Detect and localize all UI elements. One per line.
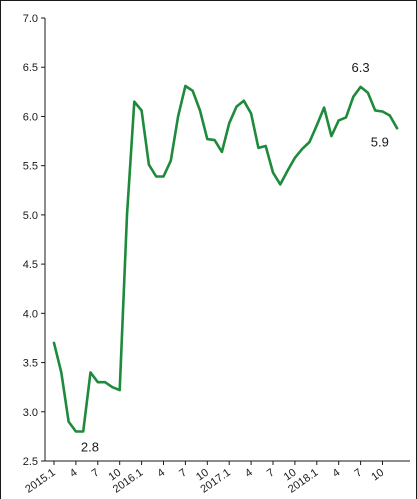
x-tick-label: 7 <box>177 467 189 480</box>
y-tick-label: 4.5 <box>23 259 38 271</box>
series-line <box>52 84 399 433</box>
x-tick-label: 2015.1 <box>23 467 57 496</box>
x-tick-label: 4 <box>331 467 343 480</box>
y-tick-label: 3.5 <box>23 358 38 370</box>
y-tick-label: 3.0 <box>23 407 38 419</box>
y-tick-label: 6.5 <box>23 62 38 74</box>
x-tick-label: 4 <box>243 467 255 480</box>
y-tick-label: 5.5 <box>23 161 38 173</box>
x-tick-label: 7 <box>265 467 277 480</box>
x-tick-label: 10 <box>107 467 124 484</box>
y-tick-label: 2.5 <box>23 456 38 468</box>
data-label: 2.8 <box>81 439 99 454</box>
data-label: 6.3 <box>352 60 370 75</box>
data-label: 5.9 <box>371 134 389 149</box>
y-tick-label: 6.0 <box>23 111 38 123</box>
x-tick-label: 7 <box>352 467 364 480</box>
x-tick-label: 4 <box>155 467 167 480</box>
x-tick-label: 10 <box>369 467 386 484</box>
x-tick-label: 10 <box>194 467 211 484</box>
x-tick-label: 7 <box>90 467 102 480</box>
y-tick-label: 7.0 <box>23 13 38 25</box>
y-tick-label: 4.0 <box>23 308 38 320</box>
x-tick-label: 4 <box>68 467 80 480</box>
x-tick-label: 10 <box>282 467 299 484</box>
y-tick-label: 5.0 <box>23 210 38 222</box>
